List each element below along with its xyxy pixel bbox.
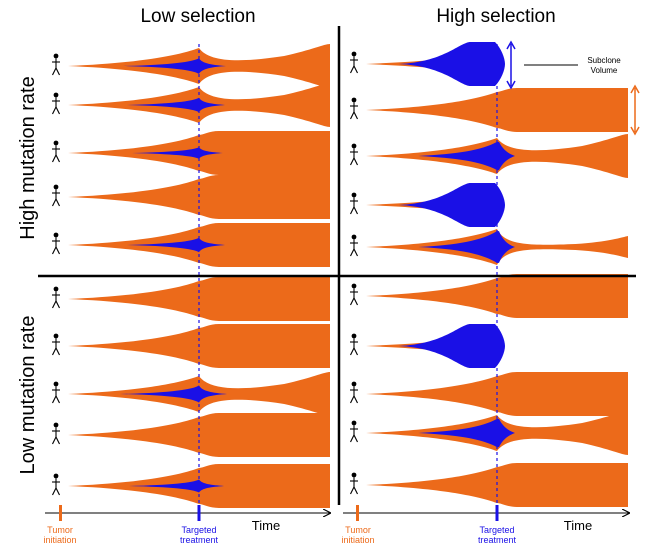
targeted-treatment-label-right: Targeted <box>479 525 514 535</box>
initiation-marker-left <box>59 505 62 521</box>
trajectory-low-mut-high-sel-4 <box>366 411 628 455</box>
col-header-high-selection: High selection <box>436 6 555 27</box>
trajectory-layer <box>52 42 628 508</box>
person-icon <box>52 286 60 309</box>
subclone-volume-shape <box>398 42 505 86</box>
treatment-marker-left <box>197 505 201 521</box>
trajectory-high-mut-high-sel-3 <box>366 134 628 178</box>
tumor-initiation-label-right-2: initiation <box>341 535 374 545</box>
person-icon <box>52 422 60 445</box>
trajectory-low-mut-low-sel-5 <box>68 464 330 508</box>
panel-high-mut-low-sel <box>68 44 330 267</box>
person-icon <box>350 472 358 495</box>
time-label-left: Time <box>252 518 280 533</box>
subclone-volume-shape <box>418 418 515 448</box>
row-header-high-mutation: High mutation rate <box>17 76 39 239</box>
trajectory-high-mut-high-sel-5 <box>366 228 628 266</box>
tumor-initiation-label-left: Tumor <box>47 525 73 535</box>
trajectory-low-mut-high-sel-2 <box>366 324 505 368</box>
person-icon <box>350 420 358 443</box>
subclone-volume-shape <box>398 324 505 368</box>
initiation-marker-right <box>356 505 359 521</box>
time-axis-right: Time Tumor initiation Targeted treatment <box>341 505 629 545</box>
trajectory-high-mut-low-sel-1 <box>68 44 330 88</box>
person-icon <box>52 333 60 356</box>
person-icon <box>350 234 358 257</box>
person-icon <box>350 333 358 356</box>
person-icon <box>350 381 358 404</box>
subclone-volume-shape <box>132 147 223 159</box>
trajectory-high-mut-high-sel-4 <box>366 183 505 227</box>
subclone-volume-label-2: Volume <box>591 66 618 75</box>
person-icon <box>52 473 60 496</box>
person-icon <box>350 51 358 74</box>
person-icon <box>52 140 60 163</box>
person-icon <box>52 184 60 207</box>
person-icon <box>52 381 60 404</box>
subclone-volume-shape <box>126 237 225 253</box>
person-icon <box>52 92 60 115</box>
subclone-volume-shape <box>398 183 505 227</box>
subclone-volume-annotation: Subclone Volume <box>506 40 640 136</box>
person-icon <box>52 232 60 255</box>
tumor-initiation-label-right: Tumor <box>345 525 371 535</box>
subclone-volume-shape <box>418 231 515 263</box>
row-header-low-mutation: Low mutation rate <box>17 316 39 475</box>
targeted-treatment-label-left-2: treatment <box>180 535 219 545</box>
treatment-marker-right <box>495 505 499 521</box>
targeted-treatment-label-right-2: treatment <box>478 535 517 545</box>
time-label-right: Time <box>564 518 592 533</box>
tumor-initiation-label-left-2: initiation <box>43 535 76 545</box>
person-icon <box>350 97 358 120</box>
subclone-volume-shape <box>123 58 226 74</box>
person-icon <box>350 192 358 215</box>
subclone-volume-shape <box>126 97 225 113</box>
trajectory-high-mut-high-sel-1 <box>366 42 505 86</box>
targeted-treatment-label-left: Targeted <box>181 525 216 535</box>
person-icon <box>350 283 358 306</box>
person-icon <box>350 143 358 166</box>
subclone-volume-shape <box>120 385 227 403</box>
col-header-low-selection: Low selection <box>140 6 255 27</box>
subclone-volume-shape <box>418 141 515 171</box>
time-axis-left: Time Tumor initiation Targeted treatment <box>43 505 330 545</box>
subclone-volume-shape <box>129 479 224 493</box>
subclone-volume-label: Subclone <box>587 56 621 65</box>
person-icon <box>52 53 60 76</box>
